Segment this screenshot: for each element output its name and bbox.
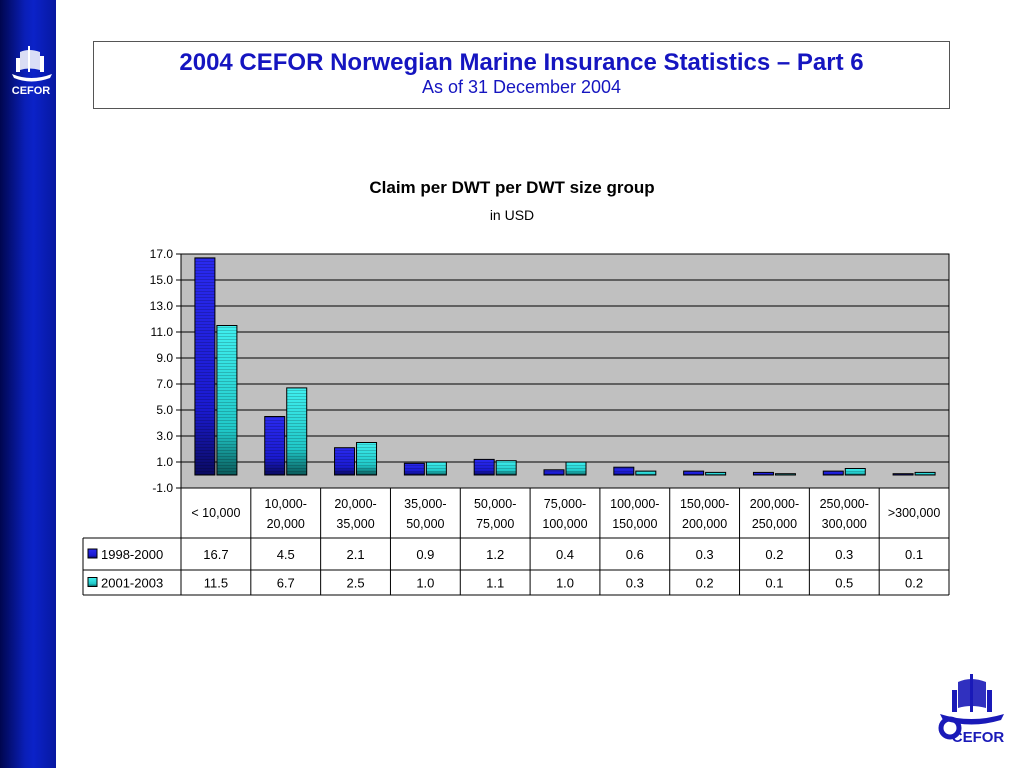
x-category-label: 75,000-100,000	[542, 497, 587, 531]
data-label: 1.0	[416, 576, 434, 591]
data-label: 4.5	[277, 547, 295, 562]
y-tick-label: 17.0	[150, 247, 174, 261]
y-tick-label: 7.0	[156, 377, 173, 391]
legend-key-1	[87, 548, 98, 559]
bar-texture	[566, 462, 586, 475]
logo-text: CEFOR	[12, 85, 51, 97]
x-category-label: >300,000	[888, 506, 941, 520]
x-category-label: 35,000-50,000	[404, 497, 446, 531]
bar-texture	[893, 473, 914, 475]
y-tick-label: -1.0	[152, 481, 173, 495]
legend-series-name: 1998-2000	[101, 547, 163, 562]
x-category-label: 250,000-300,000	[820, 497, 869, 531]
data-label: 2.5	[347, 576, 365, 591]
data-label: 0.4	[556, 547, 574, 562]
data-label: 0.3	[835, 547, 853, 562]
data-label: 1.1	[486, 576, 504, 591]
chart-subtitle: in USD	[489, 207, 535, 223]
data-label: 1.0	[556, 576, 574, 591]
bar-texture	[264, 416, 285, 475]
bar-texture	[915, 472, 936, 475]
data-label: 0.3	[626, 576, 644, 591]
x-category-label: 100,000-150,000	[610, 497, 659, 531]
data-label: 0.5	[835, 576, 853, 591]
data-label: 16.7	[203, 547, 228, 562]
x-category-label: < 10,000	[191, 506, 240, 520]
data-label: 0.1	[905, 547, 923, 562]
bar-texture	[613, 467, 634, 475]
y-tick-label: 13.0	[150, 299, 174, 313]
logo-bottom-text: CEFOR	[952, 729, 1005, 746]
x-category-label: 20,000-35,000	[334, 497, 376, 531]
data-label: 0.9	[416, 547, 434, 562]
bar-texture	[286, 387, 307, 475]
y-tick-label: 11.0	[151, 325, 174, 339]
bar-texture	[544, 469, 564, 475]
x-category-label: 10,000-20,000	[265, 497, 307, 531]
bar-texture	[474, 459, 495, 475]
y-tick-label: 3.0	[156, 429, 173, 443]
bar-texture	[683, 471, 704, 475]
y-tick-label: 1.0	[156, 455, 173, 469]
page-subtitle: As of 31 December 2004	[421, 77, 622, 97]
x-category-label: 200,000-250,000	[750, 497, 799, 531]
bar-texture	[635, 471, 656, 475]
chart-title: Claim per DWT per DWT size group	[369, 178, 655, 197]
bar-texture	[753, 472, 774, 475]
y-tick-label: 15.0	[150, 273, 174, 287]
data-label: 0.2	[905, 576, 923, 591]
x-category-label: 150,000-200,000	[680, 497, 729, 531]
bar-texture	[823, 471, 844, 475]
data-label: 1.2	[486, 547, 504, 562]
legend-series-name: 2001-2003	[101, 576, 163, 591]
data-label: 0.6	[626, 547, 644, 562]
bar-texture	[496, 460, 517, 475]
cefor-logo-icon: CEFOR	[12, 46, 52, 97]
y-tick-label: 5.0	[156, 403, 173, 417]
sidebar-band	[0, 0, 56, 768]
bar-texture	[356, 442, 377, 475]
bar-texture	[216, 325, 237, 475]
data-label: 2.1	[347, 547, 365, 562]
bar-texture	[334, 447, 355, 475]
y-tick-label: 9.0	[156, 351, 173, 365]
bar-texture	[404, 463, 425, 475]
bar-texture	[194, 257, 215, 475]
x-category-label: 50,000-75,000	[474, 497, 516, 531]
cefor-logo-bottom-icon: CEFOR	[938, 674, 1005, 746]
data-label: 0.2	[696, 576, 714, 591]
bar-texture	[705, 472, 726, 475]
title-box: 2004 CEFOR Norwegian Marine Insurance St…	[93, 41, 950, 109]
data-label: 0.1	[765, 576, 783, 591]
data-label: 11.5	[204, 576, 228, 591]
bar-texture	[775, 473, 796, 475]
bar-texture	[845, 468, 866, 475]
data-label: 0.2	[765, 547, 783, 562]
page-title: 2004 CEFOR Norwegian Marine Insurance St…	[179, 49, 864, 76]
bar-texture	[426, 462, 447, 475]
data-label: 6.7	[277, 576, 295, 591]
data-label: 0.3	[696, 547, 714, 562]
legend-key-2	[87, 577, 98, 587]
